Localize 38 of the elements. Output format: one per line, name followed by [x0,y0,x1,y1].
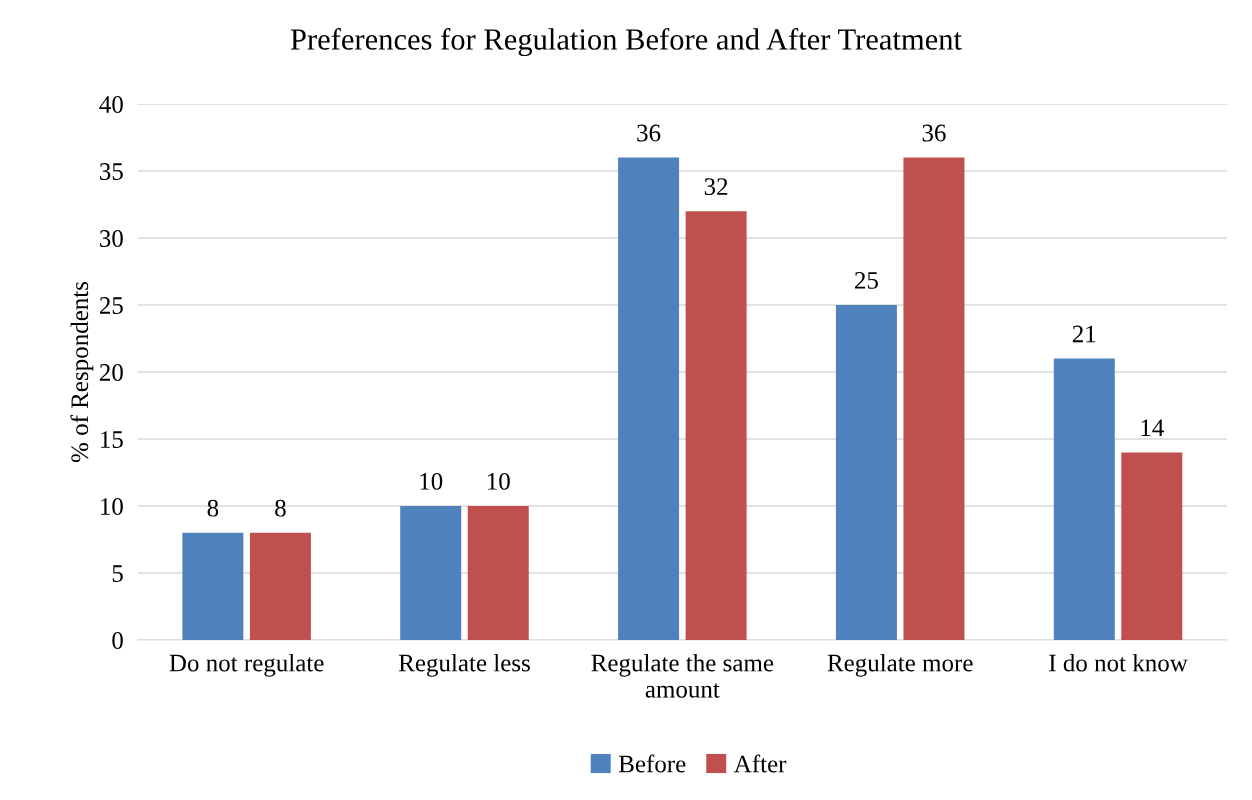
data-label: 25 [855,272,878,289]
y-tick-label: 35 [100,163,123,180]
data-label: 10 [420,472,443,490]
x-tick-label: Regulate the same amount [591,653,774,698]
bar [1053,358,1115,640]
bar [400,506,462,640]
data-label: 36 [922,124,946,142]
legend-label: Before [618,754,686,773]
data-label: 32 [704,178,728,196]
y-tick-label: 30 [100,230,123,247]
chart-title: Preferences for Regulation Before and After Treatment [290,28,962,57]
x-tick-label: I do not know [1049,653,1188,672]
x-tick-label: Regulate more [827,653,973,677]
data-label: 14 [1141,419,1164,436]
x-tick-label: Regulate less [398,653,530,677]
legend-label: After [733,754,787,773]
data-label: 10 [487,472,510,490]
data-label: 8 [275,499,286,517]
bar [1121,452,1183,640]
data-label: 36 [637,124,661,142]
bar [467,506,529,640]
data-label: 21 [1072,325,1096,343]
bar [249,532,311,640]
y-tick-label: 5 [112,565,123,582]
y-axis-title: % of Respondents [70,281,94,463]
y-tick-label: 15 [101,431,123,448]
bar [182,532,244,640]
y-tick-label: 40 [99,96,123,113]
y-tick-label: 20 [99,364,123,381]
bar [685,211,747,640]
y-tick-label: 10 [101,498,123,515]
bar [618,157,680,640]
bar [903,157,965,640]
y-tick-label: 0 [112,632,123,649]
data-label: 8 [207,499,219,517]
y-tick-label: 25 [99,297,123,314]
x-tick-label: Do not regulate [169,653,324,677]
bar [835,305,897,640]
